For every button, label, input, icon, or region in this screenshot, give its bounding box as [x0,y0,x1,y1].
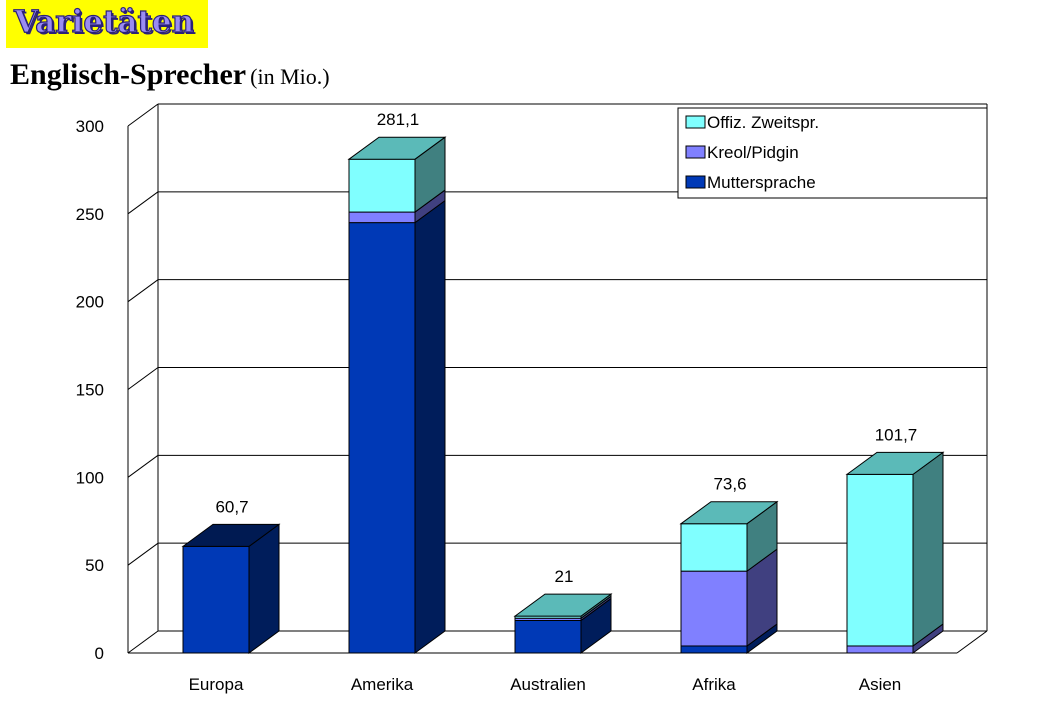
bar-side-asien-2 [912,451,944,647]
gridline-diagonal [127,454,159,478]
bar-top-europa [181,523,281,547]
bar-segment-afrika-offiz-zweitspr- [680,523,748,572]
legend: Offiz. Zweitspr. Kreol/Pidgin Muttersprach… [677,107,988,199]
data-label-afrika: 73,6 [713,475,746,494]
x-tick-label-australien: Australien [510,675,586,694]
gridline-diagonal [127,279,159,303]
bar-top-asien [845,451,945,475]
floor-right-edge [956,630,988,654]
y-tick-label: 50 [85,556,104,575]
bar-segment-asien-offiz-zweitspr- [846,473,914,647]
gridline-diagonal [127,542,159,566]
bar-side-amerika-0 [414,199,446,654]
bar-top-australien [513,593,613,617]
bar-segment-afrika-kreol-pidgin [680,570,748,647]
bar-segment-afrika-muttersprache [680,645,748,654]
x-tick-label-europa: Europa [189,675,244,694]
legend-label-0: Offiz. Zweitspr. [707,113,819,132]
legend-swatch-2 [685,175,706,189]
gridline-diagonal [127,630,159,654]
bar-segment-asien-kreol-pidgin [846,645,914,654]
chart-title: Englisch-Sprecher (in Mio.) [10,58,330,92]
bar-segment-amerika-kreol-pidgin [348,211,416,224]
y-tick-label: 250 [76,205,104,224]
gridline-diagonal [127,367,159,390]
legend-label-1: Kreol/Pidgin [707,143,799,162]
legend-swatch-0 [685,115,706,129]
chart-title-unit: (in Mio.) [250,64,330,89]
gridline-diagonal [127,191,159,215]
bar-top-amerika [347,136,447,160]
legend-box [677,107,988,199]
slide-title-box [6,0,208,48]
data-label-asien: 101,7 [875,425,918,444]
y-tick-label: 300 [76,117,104,136]
bar-segment-amerika-offiz-zweitspr- [348,158,416,213]
y-tick-label: 150 [76,381,104,400]
bar-segment-europa-muttersprache [182,545,250,654]
x-tick-label-asien: Asien [859,675,902,694]
chart-title-main: Englisch-Sprecher [10,58,247,91]
legend-label-2: Muttersprache [707,173,816,192]
y-tick-label: 0 [95,644,104,663]
data-label-amerika: 281,1 [377,110,420,129]
gridline-diagonal [127,103,159,127]
slide-title: Varietäten [13,3,195,40]
data-label-europa: 60,7 [215,497,248,516]
bar-segment-australien-muttersprache [514,620,582,654]
data-label-australien: 21 [555,567,574,586]
bar-segment-amerika-muttersprache [348,222,416,654]
bar-top-afrika [679,501,779,525]
y-tick-label: 100 [76,468,104,487]
y-tick-label: 200 [76,293,104,312]
x-tick-label-afrika: Afrika [692,675,736,694]
legend-swatch-1 [685,145,706,159]
x-tick-label-amerika: Amerika [351,675,414,694]
